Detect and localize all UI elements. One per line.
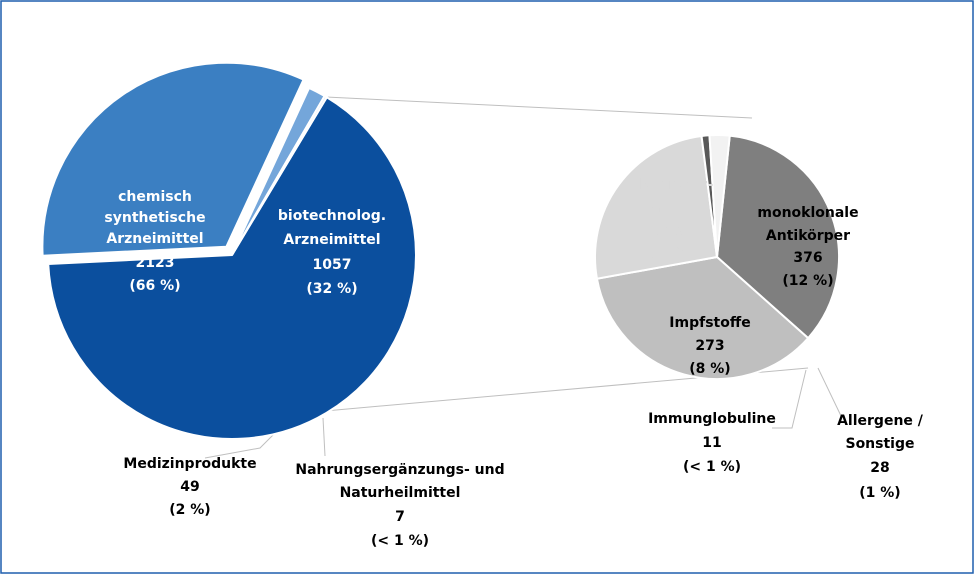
slice-label: (1 %) [859, 485, 900, 501]
slice-label: 11 [702, 435, 721, 451]
slice-label: Sonstige [845, 436, 914, 452]
connector-line [325, 96, 753, 119]
pie-slice [41, 61, 305, 257]
slice-label: 2123 [136, 255, 175, 271]
slice-label: synthetische [104, 210, 205, 226]
slice-label: chemisch [118, 189, 192, 205]
slice-label: (8 %) [689, 361, 730, 377]
slice-label: biotechnolog. [278, 208, 386, 224]
slice-label: (11 %) [644, 246, 695, 262]
slice-label: Impfstoffe [669, 315, 750, 331]
slice-label: 1057 [313, 257, 352, 273]
pie-slice [594, 134, 719, 280]
slice-label: 7 [395, 509, 405, 525]
slice-label: Medizinprodukte [123, 456, 256, 472]
slice-label: 376 [793, 250, 822, 266]
slice-label: Arzneimittel [283, 232, 380, 248]
slice-label: 273 [695, 338, 724, 354]
pie-slice [595, 255, 810, 380]
slice-label: (2 %) [169, 502, 210, 518]
pie-slice [708, 134, 731, 258]
slice-label: (< 1 %) [683, 459, 741, 475]
slice-label: 369 [655, 223, 684, 239]
slice-label: (32 %) [306, 281, 357, 297]
pie-slice [47, 95, 417, 440]
slice-label: Naturheilmittel [340, 485, 461, 501]
slice-label: monoklonale [757, 205, 858, 221]
slice-label: (< 1 %) [371, 533, 429, 549]
pie-slice [715, 134, 840, 340]
leader-line [322, 417, 326, 457]
slice-label: mittel [646, 200, 693, 216]
slice-label: Blutersatz- [627, 177, 714, 193]
slice-label: Antikörper [766, 228, 850, 244]
slice-label: Allergene / [837, 413, 924, 429]
slice-label: (12 %) [782, 273, 833, 289]
slice-label: Arzneimittel [106, 231, 203, 247]
slice-label: 49 [180, 479, 199, 495]
slice-label: 28 [870, 460, 889, 476]
leader-line [817, 367, 843, 419]
pie-slice [231, 94, 329, 256]
slice-label: Immunglobuline [648, 411, 776, 427]
slice-label: (66 %) [129, 278, 180, 294]
leader-line [772, 369, 807, 429]
slice-label: Nahrungsergänzungs- und [295, 462, 504, 478]
